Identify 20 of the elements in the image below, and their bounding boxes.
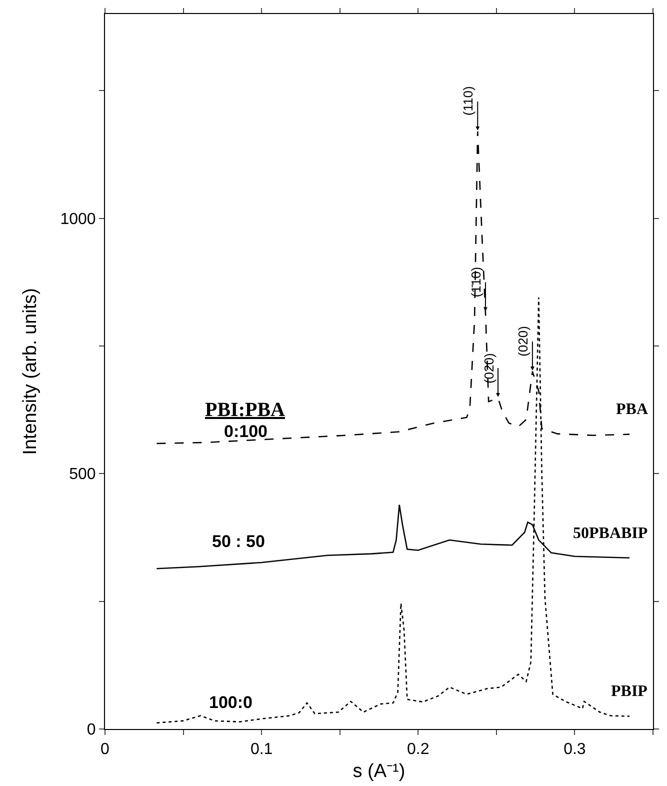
x-tick-label: 0.1: [250, 741, 273, 758]
annotation: (1̄10): [468, 266, 484, 298]
x-axis-title: s (A⁻¹): [352, 761, 406, 782]
series-label: 50PBABIP: [573, 525, 648, 542]
annotation: (020): [481, 353, 496, 384]
series-label: PBA: [616, 401, 648, 418]
x-tick-label: 0: [100, 741, 110, 758]
annotation: PBI:PBA: [205, 399, 286, 421]
y-tick-label: 1000: [60, 210, 96, 228]
annotation: (110): [460, 86, 476, 116]
annotation: 50 : 50: [212, 532, 265, 551]
x-tick-label: 0.2: [407, 741, 430, 758]
annotation: 0:100: [224, 422, 268, 441]
series-label: PBIP: [611, 683, 648, 700]
y-tick-label: 0: [86, 722, 96, 739]
y-tick-label: 500: [69, 466, 96, 484]
annotation: 100:0: [209, 693, 252, 712]
annotation: (020): [515, 326, 530, 356]
y-axis-title: Intensity (arb. units): [20, 288, 42, 455]
x-tick-label: 0.3: [564, 741, 586, 758]
